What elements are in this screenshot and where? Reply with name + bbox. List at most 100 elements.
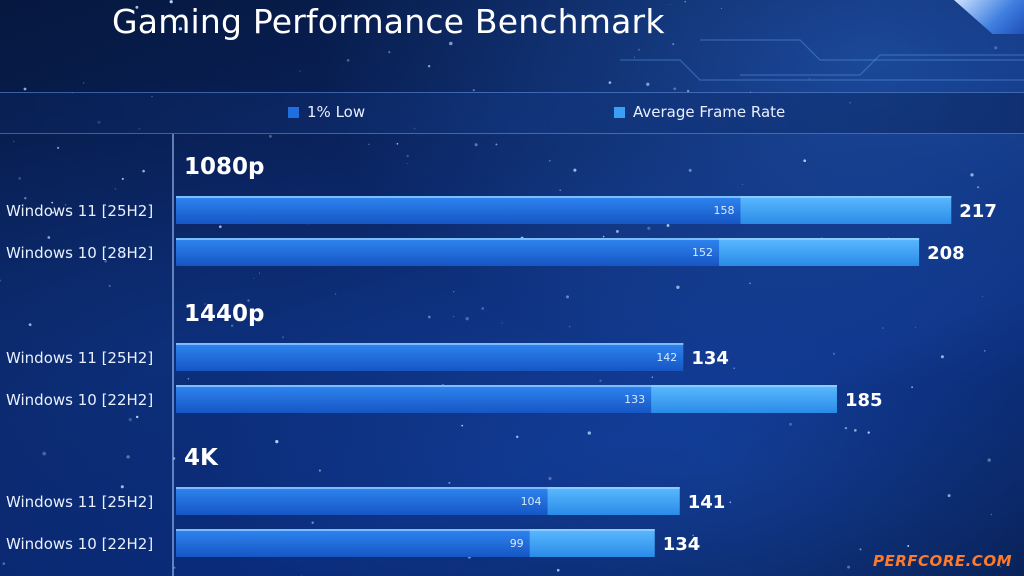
star (2, 562, 6, 565)
data-label-1pct-low: 104 (521, 495, 542, 508)
star (882, 327, 884, 329)
star (947, 494, 951, 498)
star (472, 89, 475, 92)
star (461, 424, 464, 427)
star (218, 225, 222, 229)
star (114, 188, 116, 190)
star (187, 378, 190, 380)
star (0, 279, 2, 282)
bar-highlight (176, 487, 680, 489)
bar-1pct-low (176, 196, 741, 224)
group-label: 1080p (184, 154, 264, 180)
star (368, 143, 370, 146)
star (169, 0, 173, 4)
star (64, 204, 67, 206)
star (253, 277, 255, 279)
star (406, 154, 409, 158)
star (78, 506, 80, 509)
bar-highlight (176, 529, 655, 531)
legend-label-1pct-low: 1% Low (307, 103, 366, 121)
star (128, 418, 132, 422)
star (178, 27, 183, 31)
star (474, 143, 478, 147)
star (311, 521, 314, 525)
star (911, 386, 913, 388)
group-label: 1440p (184, 301, 264, 327)
star (142, 169, 145, 173)
star (615, 229, 619, 233)
star (982, 295, 983, 297)
bar-highlight (176, 343, 684, 345)
star (686, 89, 690, 93)
star (448, 481, 451, 484)
data-label-1pct-low: 158 (713, 204, 734, 217)
star (190, 174, 192, 176)
data-label-average-frame-rate: 134 (691, 348, 729, 369)
star (406, 163, 408, 164)
star (135, 5, 139, 9)
star (915, 326, 917, 328)
star (268, 134, 272, 138)
row-label: Windows 10 [28H2] (6, 244, 153, 262)
star (646, 82, 650, 86)
star (83, 82, 85, 84)
star (684, 1, 686, 3)
star (669, 3, 671, 5)
star (135, 415, 139, 419)
data-label-1pct-low: 99 (510, 537, 524, 550)
star (495, 143, 498, 146)
star (465, 317, 469, 321)
star (573, 168, 577, 172)
star (990, 513, 993, 516)
star (569, 326, 571, 328)
star (567, 13, 569, 15)
star (42, 451, 46, 456)
chart-title: Gaming Performance Benchmark (112, 2, 665, 41)
star (676, 285, 680, 289)
legend-item-average-frame-rate: Average Frame Rate (614, 103, 785, 121)
star (859, 548, 862, 551)
star (808, 78, 811, 80)
data-label-1pct-low: 152 (692, 246, 713, 259)
star (501, 322, 503, 324)
watermark: PERFCORE.COM (873, 552, 1012, 570)
data-label-average-frame-rate: 208 (927, 243, 965, 264)
row-label: Windows 10 [22H2] (6, 391, 153, 409)
star (832, 352, 836, 355)
star (318, 469, 321, 472)
data-label-average-frame-rate: 185 (845, 390, 883, 411)
row-label: Windows 10 [22H2] (6, 535, 153, 553)
bar-1pct-low (176, 238, 720, 266)
star (427, 64, 431, 68)
star (335, 293, 337, 295)
star (741, 183, 743, 185)
row-label: Windows 11 [25H2] (6, 202, 153, 220)
circuit-line (740, 54, 1024, 76)
star (346, 58, 350, 62)
star (608, 81, 612, 84)
row-label: Windows 11 [25H2] (6, 493, 153, 511)
star (57, 146, 60, 149)
star (453, 291, 455, 293)
bar-1pct-low (176, 529, 530, 557)
star (638, 48, 640, 51)
star (247, 299, 250, 302)
star (505, 29, 507, 31)
category-axis-line (172, 134, 174, 576)
data-label-average-frame-rate: 141 (688, 492, 726, 513)
circuit-line (700, 39, 1024, 61)
star (172, 20, 174, 23)
star (427, 315, 431, 319)
star (940, 355, 944, 359)
data-label-average-frame-rate: 217 (959, 201, 997, 222)
row-label: Windows 11 [25H2] (6, 349, 153, 367)
data-label-average-frame-rate: 134 (663, 534, 701, 555)
star (24, 196, 27, 200)
bar-1pct-low (176, 487, 548, 515)
star (970, 173, 974, 177)
bar-1pct-low (176, 343, 684, 371)
star (651, 376, 653, 378)
star (556, 568, 560, 572)
bar-highlight (176, 238, 920, 240)
